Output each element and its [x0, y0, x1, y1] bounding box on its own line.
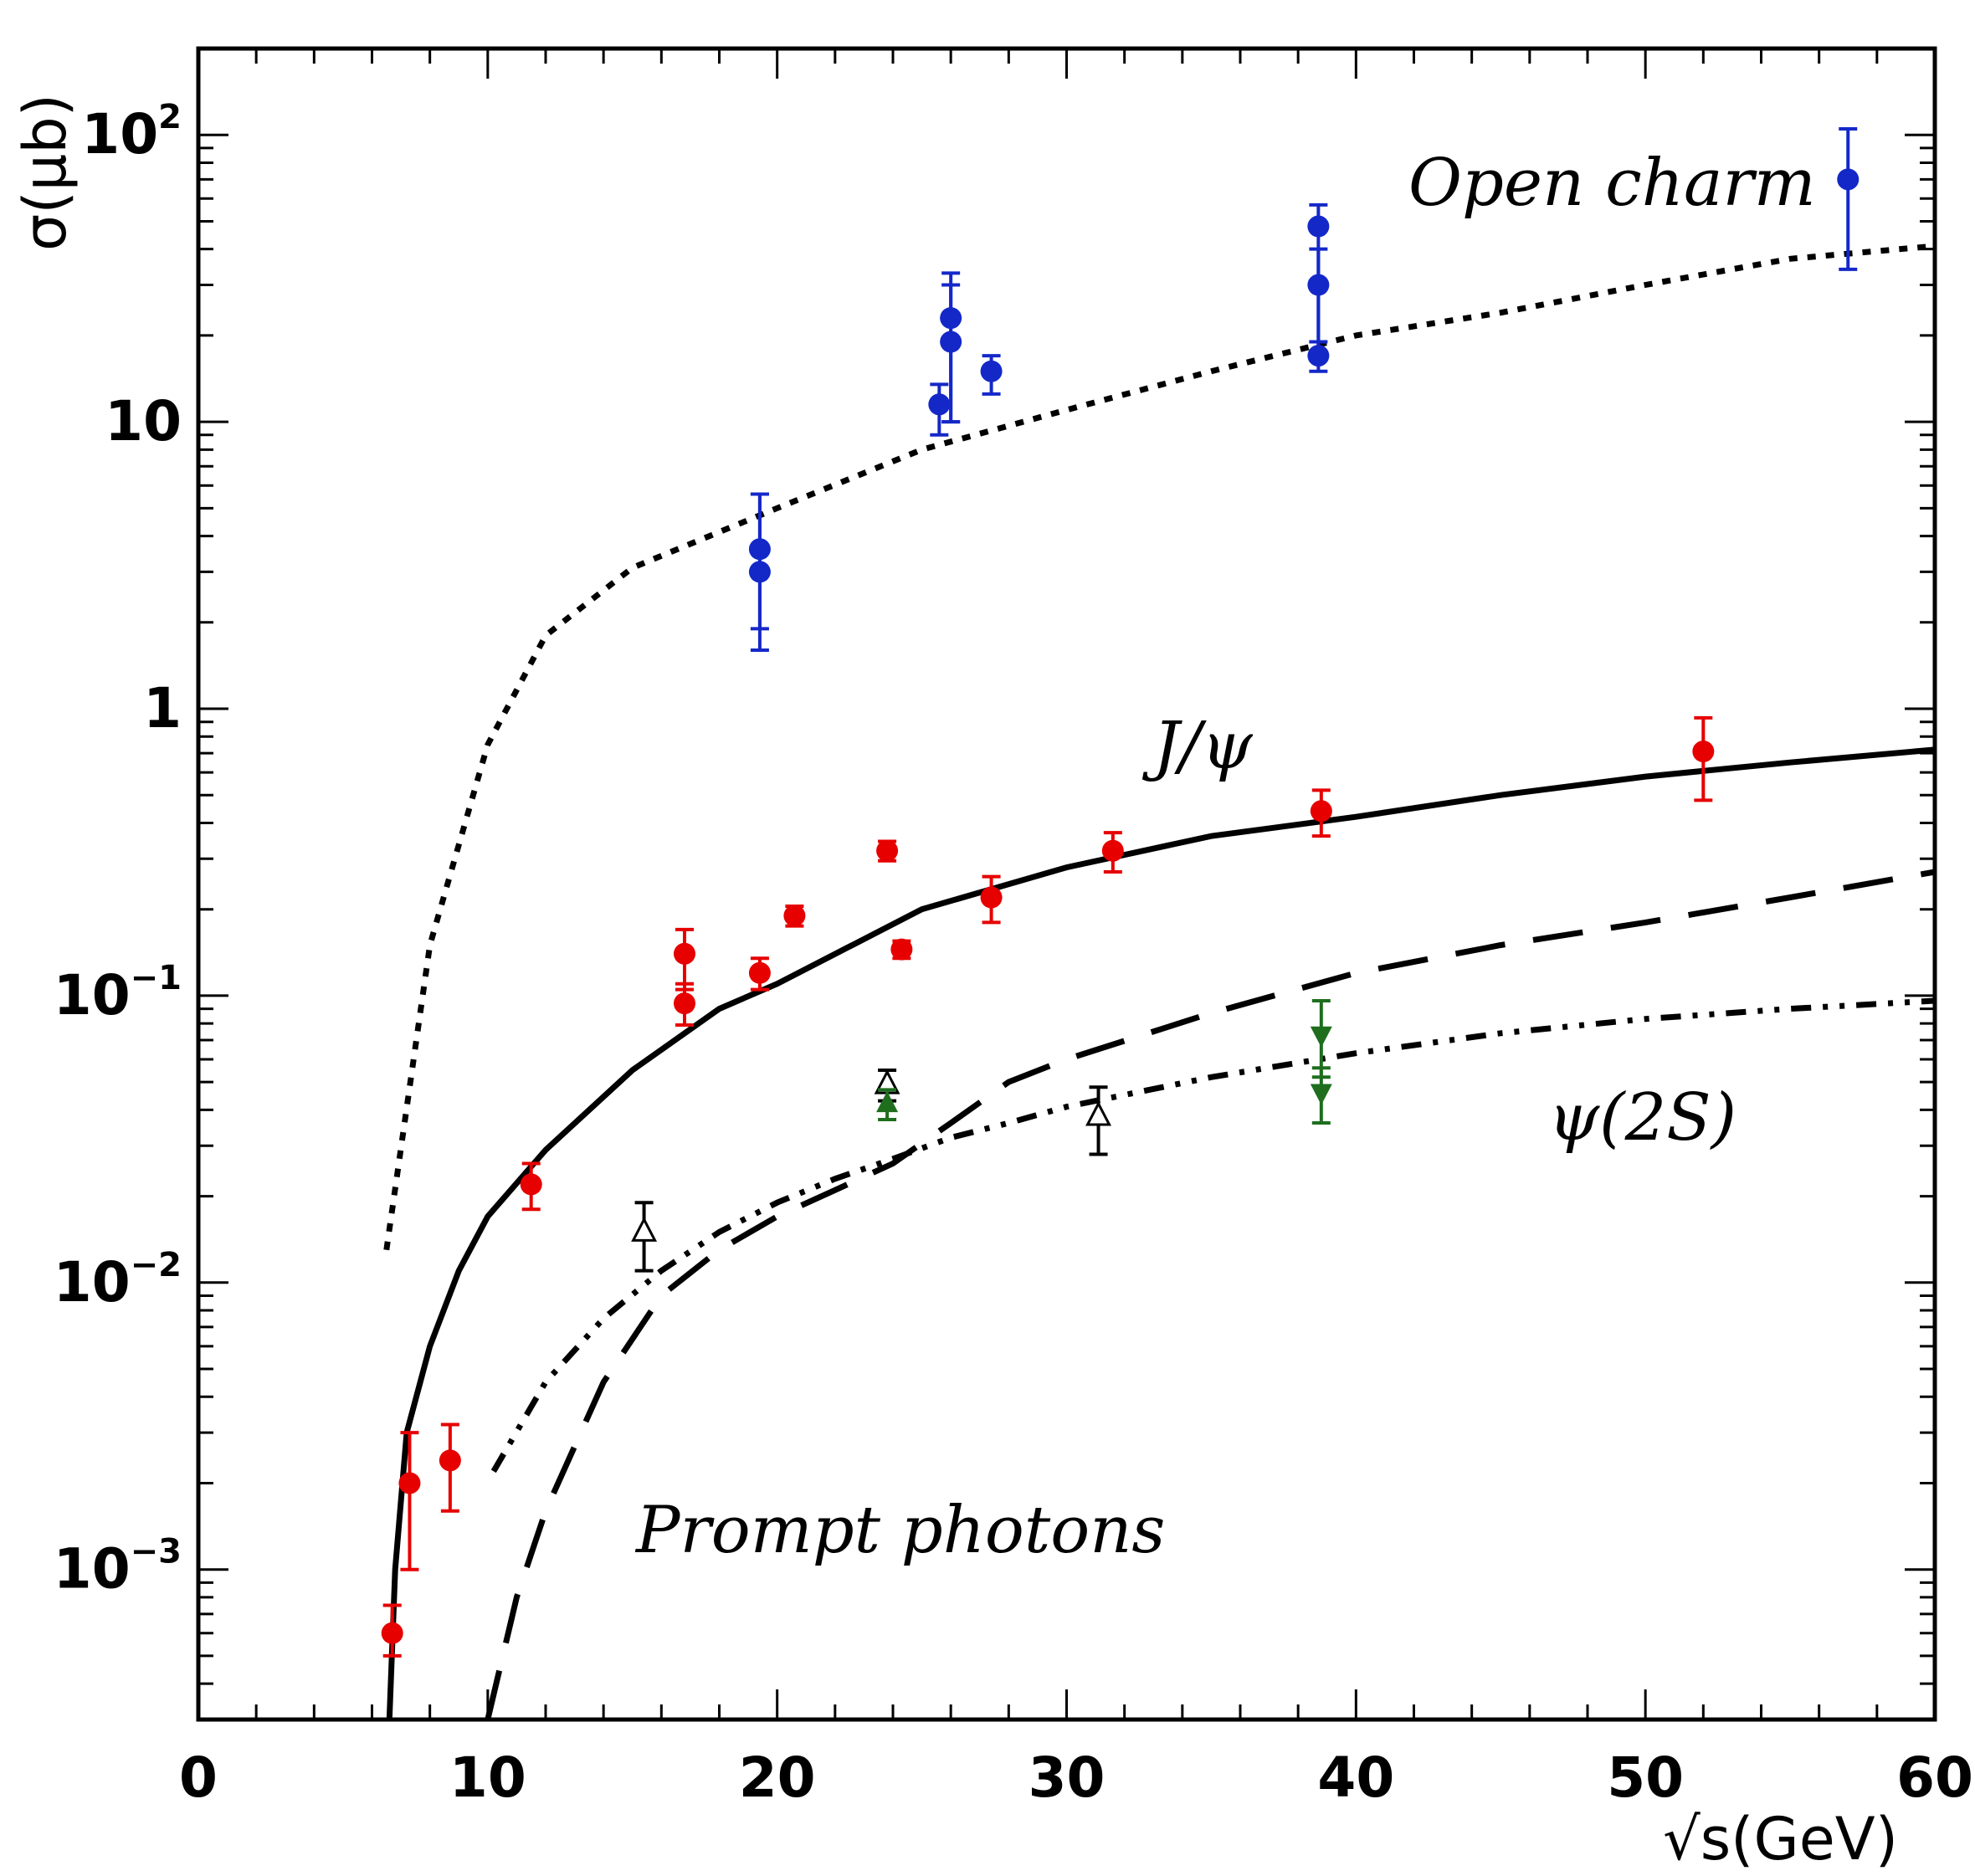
data-point — [381, 1622, 403, 1644]
y-tick-label: 10−2 — [54, 1246, 182, 1315]
data-point — [1307, 345, 1330, 367]
data-point — [674, 992, 695, 1015]
annotation-jpsi: J/ψ — [1141, 709, 1254, 784]
annotation-prompt-photons: Prompt photons — [634, 1493, 1165, 1568]
curve-dotted — [383, 243, 1936, 1251]
y-tick-exponent: −2 — [131, 1246, 182, 1284]
y-tick-exponent: 2 — [158, 98, 182, 136]
y-tick-base: 10 — [54, 1250, 131, 1315]
y-tick-base: 1 — [143, 676, 182, 741]
data-point — [1692, 741, 1715, 763]
data-point — [1837, 168, 1860, 191]
y-tick-label: 102 — [81, 98, 182, 167]
data-point — [520, 1173, 542, 1196]
data-point — [1307, 215, 1330, 238]
data-point — [398, 1472, 421, 1494]
y-tick-base: 10 — [54, 1537, 131, 1602]
x-tick-label: 0 — [179, 1745, 218, 1810]
y-tick-exponent: −3 — [131, 1533, 182, 1571]
y-tick-exponent: −1 — [131, 959, 182, 997]
data-point — [783, 905, 806, 927]
data-point — [940, 331, 962, 353]
data-point — [928, 393, 951, 416]
data-point — [1310, 800, 1332, 823]
x-tick-label: 10 — [449, 1745, 526, 1810]
data-point — [674, 942, 695, 965]
y-tick-base: 10 — [105, 389, 182, 454]
data-point — [1085, 1100, 1112, 1126]
data-point — [439, 1449, 461, 1472]
curve-dashdot — [490, 997, 1936, 1474]
x-tick-label: 40 — [1317, 1745, 1394, 1810]
annotation-open-charm: Open charm — [1408, 146, 1816, 221]
x-tick-label: 50 — [1607, 1745, 1684, 1810]
data-point — [1101, 839, 1124, 862]
curve-dashed — [485, 869, 1936, 1720]
y-axis-title: σ(μb) — [11, 94, 80, 251]
plot-frame — [196, 46, 1937, 1722]
x-tick-label: 30 — [1029, 1745, 1105, 1810]
x-tick-label: 20 — [739, 1745, 816, 1810]
y-tick-label: 10−3 — [54, 1533, 182, 1602]
y-tick-label: 1 — [143, 676, 182, 741]
data-point — [1310, 1026, 1332, 1048]
x-axis-title: √s(GeV) — [1663, 1805, 1898, 1873]
data-point — [980, 886, 1003, 909]
data-point — [631, 1217, 658, 1242]
data-point — [748, 961, 771, 984]
data-point — [980, 360, 1003, 382]
data-points — [381, 126, 1860, 1658]
theory-curves — [383, 243, 1936, 1720]
data-point — [890, 938, 913, 961]
y-tick-label: 10−1 — [54, 959, 182, 1028]
data-point — [876, 839, 899, 862]
data-point — [1307, 274, 1330, 296]
data-point — [748, 538, 771, 561]
y-tick-base: 10 — [81, 102, 158, 167]
curve-solid — [386, 746, 1936, 1720]
data-point — [876, 1091, 899, 1113]
x-tick-label: 60 — [1896, 1745, 1973, 1810]
y-tick-label: 10 — [105, 389, 182, 454]
data-point — [1310, 1084, 1332, 1105]
y-tick-base: 10 — [54, 963, 131, 1028]
annotation-psi2s: ψ(2S) — [1548, 1080, 1736, 1156]
